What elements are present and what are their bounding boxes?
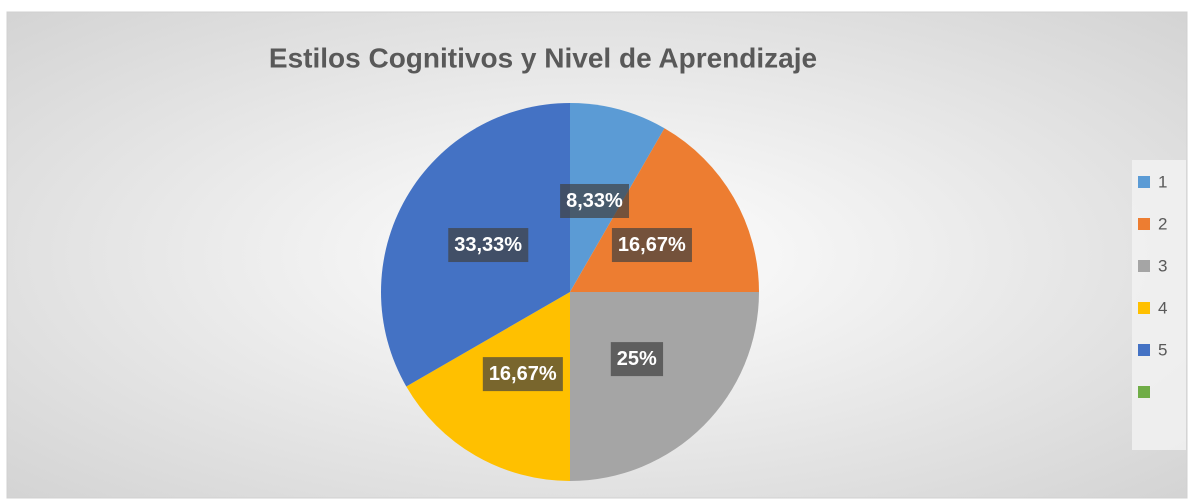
legend-swatch <box>1138 176 1150 188</box>
data-label-background <box>611 228 692 263</box>
data-label-background <box>482 357 563 392</box>
data-label: 16,67% <box>489 363 557 385</box>
pie-slice <box>570 292 759 481</box>
chart-title: Estilos Cognitivos y Nivel de Aprendizaj… <box>269 42 817 73</box>
data-label: 8,33% <box>566 190 623 212</box>
legend-label: 5 <box>1158 340 1167 359</box>
legend-swatch <box>1138 218 1150 230</box>
data-label-background <box>560 183 630 218</box>
data-label: 25% <box>617 348 657 370</box>
data-label: 33,33% <box>454 234 522 256</box>
legend-swatch <box>1138 386 1150 398</box>
data-label-background <box>610 342 664 377</box>
legend-label: 2 <box>1158 214 1167 233</box>
legend-swatch <box>1138 344 1150 356</box>
legend-swatch <box>1138 260 1150 272</box>
data-label-background <box>448 228 529 263</box>
legend-label: 4 <box>1158 298 1167 317</box>
data-label: 16,67% <box>618 234 686 256</box>
legend-label: 3 <box>1158 256 1167 275</box>
legend-swatch <box>1138 302 1150 314</box>
legend-label: 1 <box>1158 172 1167 191</box>
